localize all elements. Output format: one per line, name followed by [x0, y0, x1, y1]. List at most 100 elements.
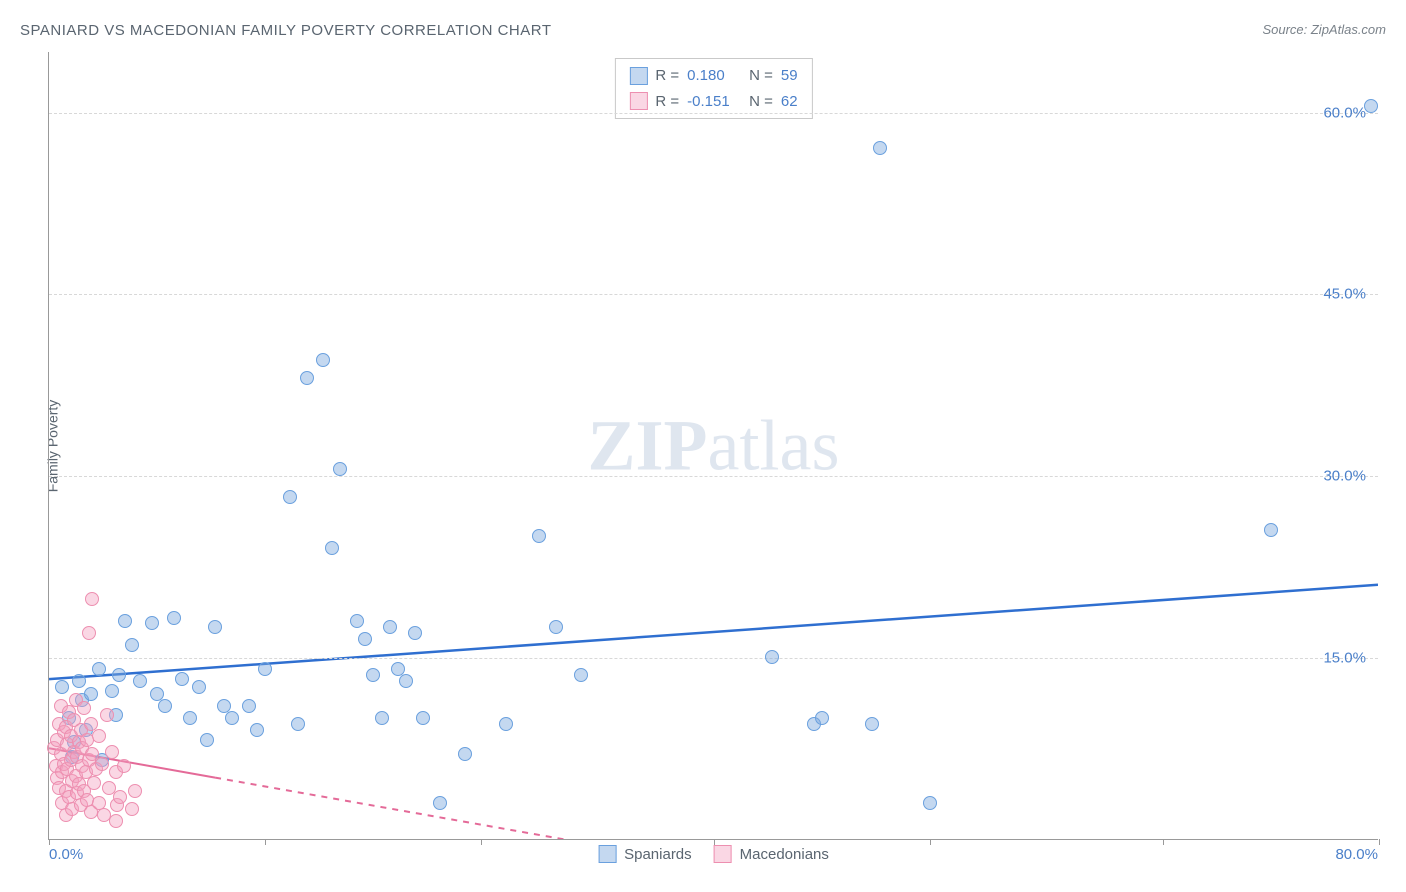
- legend-label-spaniards: Spaniards: [624, 846, 692, 863]
- chart-container: SPANIARD VS MACEDONIAN FAMILY POVERTY CO…: [0, 0, 1406, 892]
- scatter-point: [350, 614, 364, 628]
- scatter-point: [316, 353, 330, 367]
- x-tick: [481, 839, 482, 845]
- x-tick: [265, 839, 266, 845]
- scatter-point: [815, 711, 829, 725]
- scatter-point: [117, 759, 131, 773]
- scatter-point: [118, 614, 132, 628]
- source-name: ZipAtlas.com: [1311, 22, 1386, 37]
- x-axis-min-label: 0.0%: [49, 846, 83, 863]
- stat-n-value-spaniards: 59: [781, 63, 798, 89]
- stat-r-value-spaniards: 0.180: [687, 63, 741, 89]
- scatter-point: [865, 717, 879, 731]
- stat-r-value-macedonians: -0.151: [687, 89, 741, 115]
- scatter-point: [125, 802, 139, 816]
- legend-item-spaniards: Spaniards: [598, 845, 692, 863]
- scatter-point: [1264, 523, 1278, 537]
- scatter-point: [167, 611, 181, 625]
- scatter-point: [283, 490, 297, 504]
- scatter-point: [549, 620, 563, 634]
- watermark: ZIPatlas: [588, 404, 840, 487]
- scatter-point: [113, 790, 127, 804]
- scatter-point: [458, 747, 472, 761]
- stats-legend-box: R = 0.180 N = 59 R = -0.151 N = 62: [614, 58, 812, 119]
- scatter-point: [375, 711, 389, 725]
- scatter-point: [92, 729, 106, 743]
- scatter-point: [383, 620, 397, 634]
- y-tick-label: 30.0%: [1323, 468, 1366, 485]
- scatter-point: [72, 674, 86, 688]
- scatter-point: [200, 733, 214, 747]
- watermark-light: atlas: [708, 405, 840, 485]
- scatter-point: [499, 717, 513, 731]
- scatter-point: [225, 711, 239, 725]
- plot-area: ZIPatlas R = 0.180 N = 59 R = -0.151 N =…: [48, 52, 1378, 840]
- scatter-point: [100, 708, 114, 722]
- stat-n-label: N =: [749, 63, 773, 89]
- scatter-point: [208, 620, 222, 634]
- stat-r-label: R =: [655, 89, 679, 115]
- scatter-point: [145, 616, 159, 630]
- scatter-point: [358, 632, 372, 646]
- scatter-point: [85, 592, 99, 606]
- scatter-point: [105, 745, 119, 759]
- scatter-point: [408, 626, 422, 640]
- scatter-point: [433, 796, 447, 810]
- gridline: [49, 658, 1378, 659]
- scatter-point: [258, 662, 272, 676]
- scatter-point: [416, 711, 430, 725]
- scatter-point: [133, 674, 147, 688]
- scatter-point: [82, 626, 96, 640]
- scatter-point: [175, 672, 189, 686]
- scatter-point: [84, 687, 98, 701]
- stat-n-value-macedonians: 62: [781, 89, 798, 115]
- stats-row-spaniards: R = 0.180 N = 59: [629, 63, 797, 89]
- scatter-point: [125, 638, 139, 652]
- scatter-point: [158, 699, 172, 713]
- bottom-legend: Spaniards Macedonians: [598, 845, 829, 863]
- scatter-point: [242, 699, 256, 713]
- y-tick-label: 15.0%: [1323, 650, 1366, 667]
- stat-n-label: N =: [749, 89, 773, 115]
- scatter-point: [366, 668, 380, 682]
- scatter-point: [325, 541, 339, 555]
- x-tick: [714, 839, 715, 845]
- x-tick: [1379, 839, 1380, 845]
- scatter-point: [109, 814, 123, 828]
- source-prefix: Source:: [1262, 22, 1310, 37]
- legend-item-macedonians: Macedonians: [714, 845, 829, 863]
- scatter-point: [923, 796, 937, 810]
- gridline: [49, 294, 1378, 295]
- scatter-point: [77, 701, 91, 715]
- scatter-point: [128, 784, 142, 798]
- trend-lines-svg: [49, 52, 1378, 839]
- scatter-point: [112, 668, 126, 682]
- scatter-point: [95, 757, 109, 771]
- y-tick-label: 60.0%: [1323, 104, 1366, 121]
- watermark-bold: ZIP: [588, 405, 708, 485]
- swatch-macedonians: [629, 92, 647, 110]
- gridline: [49, 113, 1378, 114]
- source-attribution: Source: ZipAtlas.com: [1262, 22, 1386, 37]
- x-axis-max-label: 80.0%: [1335, 846, 1378, 863]
- scatter-point: [105, 684, 119, 698]
- scatter-point: [87, 776, 101, 790]
- x-tick: [930, 839, 931, 845]
- scatter-point: [92, 662, 106, 676]
- scatter-point: [250, 723, 264, 737]
- scatter-point: [574, 668, 588, 682]
- scatter-point: [300, 371, 314, 385]
- legend-label-macedonians: Macedonians: [740, 846, 829, 863]
- swatch-spaniards: [629, 67, 647, 85]
- scatter-point: [183, 711, 197, 725]
- scatter-point: [765, 650, 779, 664]
- scatter-point: [532, 529, 546, 543]
- scatter-point: [399, 674, 413, 688]
- chart-title: SPANIARD VS MACEDONIAN FAMILY POVERTY CO…: [20, 22, 552, 39]
- scatter-point: [333, 462, 347, 476]
- scatter-point: [55, 680, 69, 694]
- legend-swatch-macedonians: [714, 845, 732, 863]
- y-tick-label: 45.0%: [1323, 286, 1366, 303]
- x-tick: [1163, 839, 1164, 845]
- scatter-point: [873, 141, 887, 155]
